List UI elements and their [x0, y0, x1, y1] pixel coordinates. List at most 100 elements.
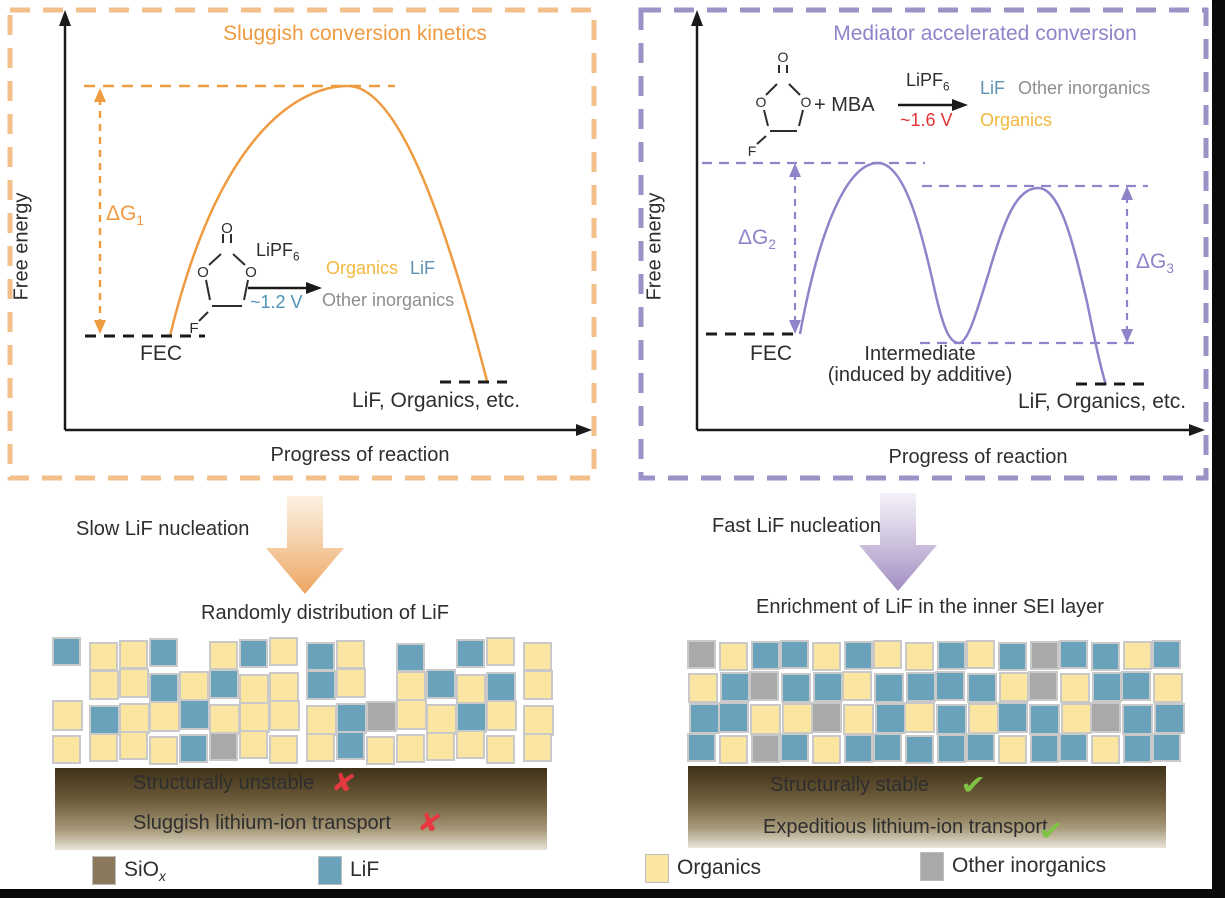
left-reaction-arrowhead: [306, 282, 322, 294]
mosaic-cell-organics: [239, 674, 269, 704]
left-product-lif: LiF: [410, 258, 436, 278]
mosaic-cell-lif: [1154, 703, 1185, 734]
atom-o-left-left: O: [197, 264, 209, 281]
mosaic-cell-organics: [1123, 641, 1152, 670]
mosaic-cell-organics: [426, 732, 455, 761]
mosaic-cell-lif: [239, 639, 268, 668]
mosaic-cell-lif: [906, 672, 936, 702]
mosaic-cell-lif: [1122, 704, 1153, 735]
mosaic-cell-organics: [812, 735, 841, 764]
mosaic-cell-lif: [456, 639, 485, 668]
mosaic-cell-other-inorganics: [1028, 671, 1058, 701]
mosaic-cell-organics: [149, 736, 178, 765]
legend-swatch-organics: [645, 854, 669, 883]
mosaic-cell-lif: [1123, 734, 1152, 763]
mosaic-cell-organics: [52, 735, 81, 764]
atom-o-left-right: O: [756, 94, 767, 110]
mosaic-cell-lif: [1030, 734, 1059, 763]
mosaic-cell-lif: [426, 669, 456, 699]
mosaic-cell-organics: [812, 642, 841, 671]
right-substrate-note1: Structurally stable: [770, 774, 929, 796]
mosaic-cell-organics: [149, 701, 180, 732]
mosaic-cell-lif: [456, 702, 487, 733]
mosaic-cell-lif: [813, 672, 843, 702]
mosaic-cell-lif: [844, 734, 873, 763]
mosaic-cell-organics: [842, 671, 872, 701]
mosaic-cell-lif: [52, 637, 81, 666]
right-y-axis-label: Free energy: [643, 192, 666, 301]
mosaic-cell-organics: [306, 733, 335, 762]
mosaic-cell-other-inorganics: [811, 702, 842, 733]
mosaic-cell-organics: [209, 641, 238, 670]
mosaic-cell-other-inorganics: [1090, 702, 1121, 733]
left-y-axis-arrowhead: [59, 10, 71, 26]
dg2-arrowhead-up: [789, 163, 801, 177]
right-x-axis-label: Progress of reaction: [888, 446, 1068, 468]
intermediate-label-line1: Intermediate: [864, 343, 976, 365]
left-axes: [63, 24, 580, 432]
mosaic-cell-organics: [179, 671, 209, 701]
mosaic-cell-lif: [905, 735, 934, 764]
mosaic-cell-organics: [873, 640, 902, 669]
mosaic-cell-organics: [336, 668, 366, 698]
legend-swatch-lif: [318, 856, 342, 885]
mosaic-cell-organics: [523, 705, 554, 736]
mosaic-cell-lif: [1059, 640, 1088, 669]
right-x-axis-arrowhead: [1189, 424, 1205, 436]
mosaic-cell-organics: [966, 640, 995, 669]
mosaic-cell-organics: [239, 730, 268, 759]
frame-edge-right: [1212, 0, 1225, 898]
mosaic-cell-lif: [874, 673, 904, 703]
mosaic-cell-lif: [336, 703, 367, 734]
mosaic-cell-organics: [269, 672, 299, 702]
mosaic-cell-organics: [396, 734, 425, 763]
mosaic-cell-organics: [1091, 735, 1120, 764]
right-catalyst-label: LiPF6: [906, 70, 950, 94]
mosaic-cell-lif: [967, 673, 997, 703]
mosaic-cell-lif: [780, 640, 809, 669]
mosaic-cell-lif: [687, 733, 716, 762]
mosaic-cell-lif: [875, 703, 906, 734]
mosaic-cell-organics: [396, 671, 426, 701]
dg1-arrowhead-down: [94, 320, 106, 334]
mosaic-cell-organics: [119, 731, 148, 760]
mosaic-cell-organics: [968, 703, 999, 734]
mosaic-cell-organics: [486, 700, 517, 731]
bottom-right-title: Enrichment of LiF in the inner SEI layer: [756, 596, 1104, 618]
left-energy-curve: [168, 84, 489, 382]
atom-o-right-right: O: [801, 94, 812, 110]
slow-nucleation-label: Slow LiF nucleation: [76, 518, 250, 540]
siox-substrate-left: [55, 768, 547, 850]
mosaic-cell-organics: [239, 702, 270, 733]
legend-swatch-siox: [92, 856, 116, 885]
mosaic-cell-organics: [396, 699, 427, 730]
legend-swatch-other-inorganics: [920, 852, 944, 881]
mosaic-cell-organics: [905, 642, 934, 671]
atom-f-left: F: [189, 320, 198, 337]
mosaic-cell-organics: [456, 730, 485, 759]
mosaic-cell-organics: [456, 674, 486, 704]
mosaic-cell-lif: [306, 670, 336, 700]
left-end-label: LiF, Organics, etc.: [352, 389, 521, 412]
mosaic-cell-organics: [750, 704, 781, 735]
mosaic-cell-lif: [937, 641, 966, 670]
mosaic-cell-lif: [149, 638, 178, 667]
mosaic-cell-lif: [998, 642, 1027, 671]
mosaic-cell-lif: [937, 734, 966, 763]
left-y-axis-label: Free energy: [10, 192, 33, 301]
left-x-axis-label: Progress of reaction: [270, 444, 450, 466]
atom-f-right: F: [748, 143, 757, 159]
dg1-label: ΔG1: [106, 202, 144, 229]
right-product-other: Other inorganics: [1018, 78, 1151, 98]
dg1-arrowhead-up: [94, 88, 106, 102]
mosaic-cell-lif: [89, 705, 120, 736]
mosaic-cell-lif: [1091, 642, 1120, 671]
legend-label-other-inorganics: Other inorganics: [952, 854, 1107, 877]
left-substrate-note1: Structurally unstable: [133, 772, 315, 794]
mosaic-cell-organics: [1153, 673, 1183, 703]
right-product-organics: Organics: [980, 110, 1053, 130]
mosaic-cell-other-inorganics: [366, 701, 397, 732]
fast-nucleation-label: Fast LiF nucleation: [712, 515, 881, 537]
